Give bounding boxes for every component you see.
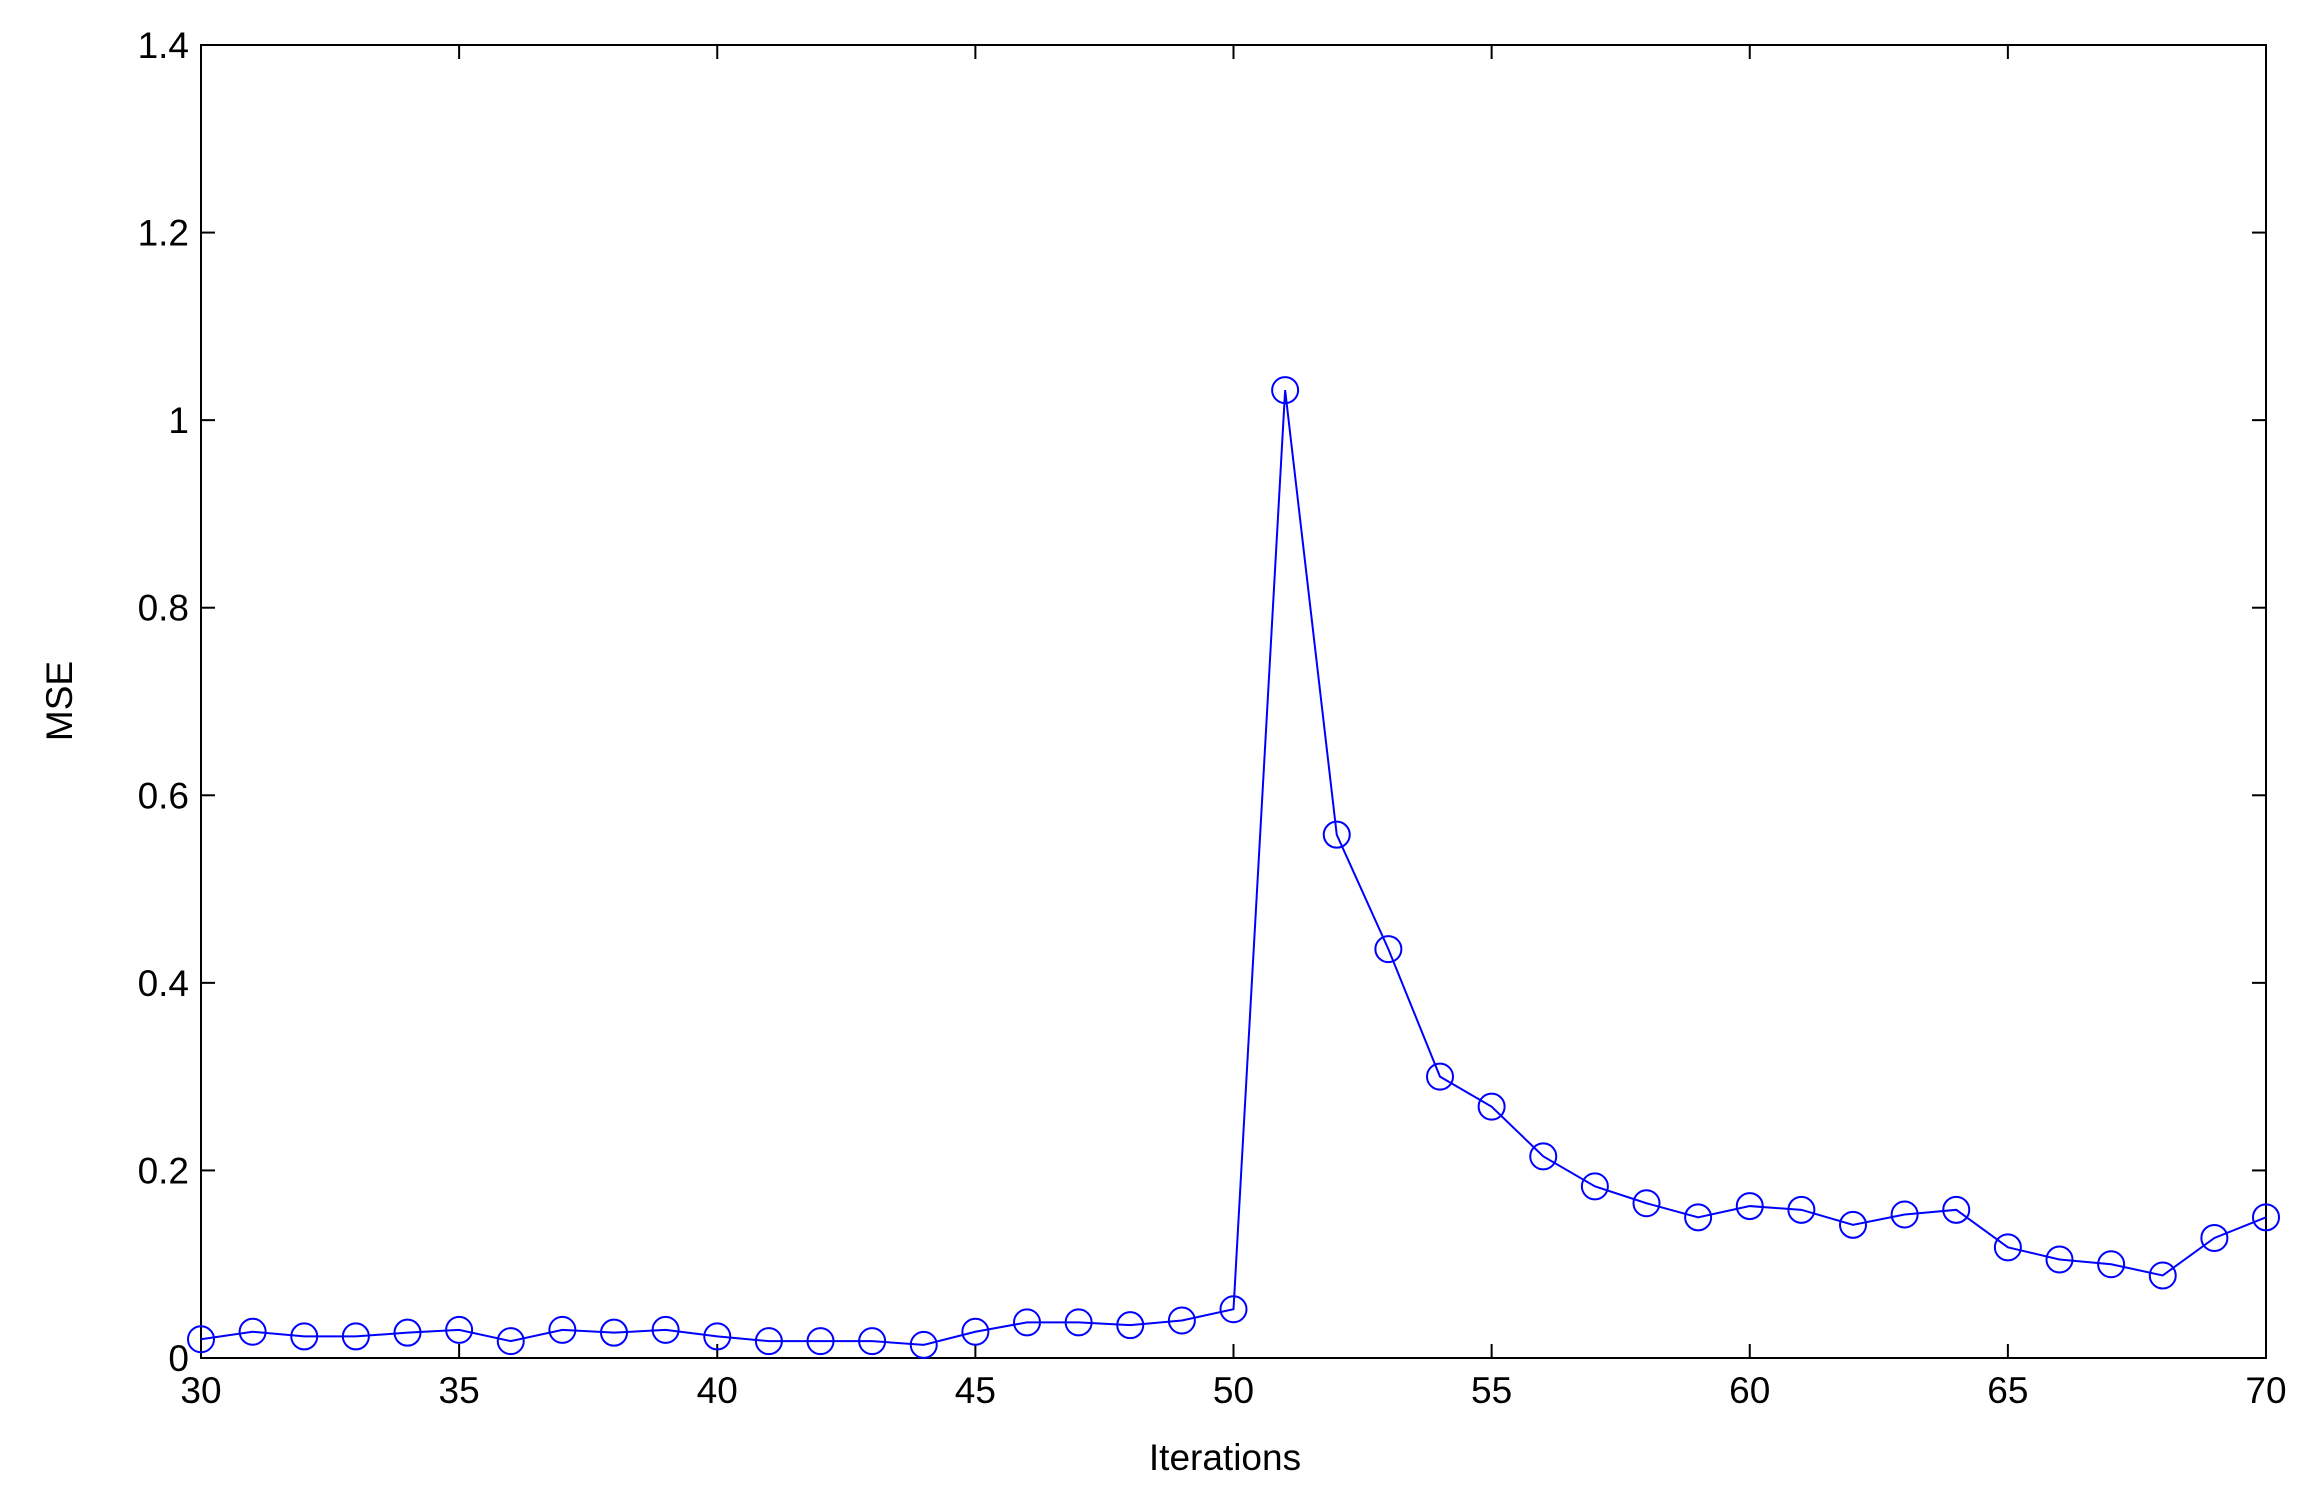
data-marker — [238, 1317, 267, 1346]
data-marker — [496, 1327, 525, 1356]
data-marker — [651, 1315, 680, 1344]
x-tick-label: 40 — [697, 1370, 738, 1411]
y-tick-label: 0.8 — [138, 588, 189, 629]
y-tick-label: 0 — [168, 1338, 189, 1379]
data-marker — [2200, 1223, 2229, 1252]
data-marker — [1064, 1308, 1093, 1337]
x-tick-label: 65 — [1987, 1370, 2028, 1411]
data-marker — [1322, 820, 1351, 849]
data-marker — [548, 1315, 577, 1344]
x-tick-label: 70 — [2245, 1370, 2286, 1411]
data-marker — [703, 1322, 732, 1351]
x-tick-label: 60 — [1729, 1370, 1770, 1411]
y-tick-label: 0.6 — [138, 775, 189, 816]
y-tick-label: 0.2 — [138, 1150, 189, 1191]
data-marker — [1477, 1092, 1506, 1121]
data-marker — [1116, 1311, 1145, 1340]
data-marker — [600, 1318, 628, 1347]
data-marker — [1426, 1062, 1454, 1091]
data-marker — [1684, 1203, 1713, 1232]
data-marker — [1167, 1306, 1196, 1335]
data-marker — [1839, 1210, 1867, 1239]
data-marker — [1580, 1172, 1609, 1201]
data-marker — [2252, 1203, 2280, 1232]
data-marker — [1632, 1189, 1661, 1218]
data-marker — [1219, 1295, 1248, 1324]
data-marker — [961, 1317, 990, 1346]
data-marker — [806, 1327, 835, 1356]
data-marker — [1735, 1192, 1764, 1221]
data-marker — [2097, 1250, 2126, 1279]
data-marker — [1374, 935, 1403, 964]
data-line — [200, 390, 2267, 1346]
data-marker — [1787, 1195, 1816, 1224]
data-marker — [445, 1315, 474, 1344]
x-tick-label: 55 — [1471, 1370, 1512, 1411]
y-tick-label: 1.4 — [138, 25, 189, 66]
data-marker — [858, 1327, 887, 1356]
y-tick-label: 1.2 — [138, 213, 189, 254]
data-marker — [1942, 1195, 1971, 1224]
data-marker — [754, 1327, 783, 1356]
data-marker — [2045, 1245, 2074, 1274]
data-marker — [290, 1322, 319, 1351]
y-tick-label: 0.4 — [138, 963, 189, 1004]
x-tick-label: 50 — [1213, 1370, 1254, 1411]
data-marker — [393, 1318, 422, 1347]
plot-box — [200, 44, 2267, 1359]
y-tick-label: 1 — [168, 400, 189, 441]
x-axis-label: Iterations — [1149, 1437, 1301, 1478]
x-tick-label: 35 — [439, 1370, 480, 1411]
data-marker — [187, 1325, 215, 1354]
data-marker — [2148, 1261, 2177, 1290]
x-tick-label: 45 — [955, 1370, 996, 1411]
data-marker — [1529, 1142, 1558, 1171]
data-marker — [1993, 1233, 2022, 1262]
data-marker — [1013, 1308, 1041, 1337]
data-marker — [1890, 1200, 1919, 1229]
x-tick-label: 30 — [180, 1370, 221, 1411]
data-marker — [1271, 376, 1300, 405]
data-marker — [909, 1330, 938, 1359]
y-axis-label: MSE — [39, 661, 80, 741]
data-marker — [341, 1322, 370, 1351]
